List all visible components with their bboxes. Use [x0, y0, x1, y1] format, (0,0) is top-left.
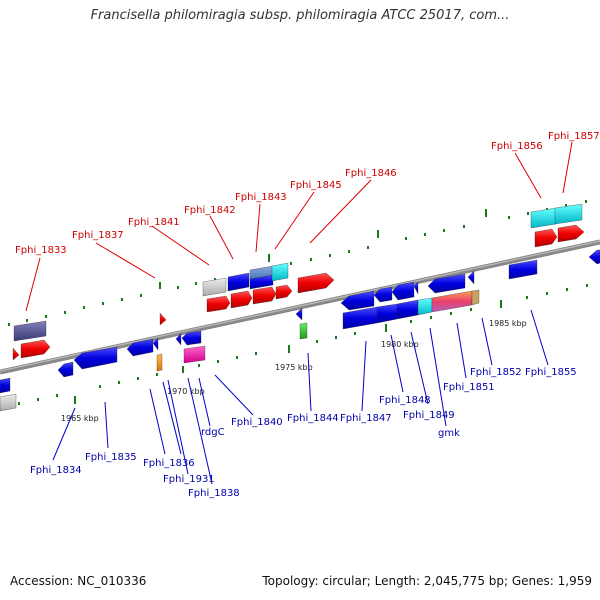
label-fphi-1844[interactable]: Fphi_1844 [287, 413, 339, 424]
gene-fphi-1849-top[interactable] [413, 281, 419, 295]
gene-rdgc-pink[interactable] [183, 345, 206, 364]
label-fphi-1855[interactable]: Fphi_1855 [525, 367, 577, 378]
label-fphi-1834[interactable]: Fphi_1834 [30, 465, 82, 476]
gene-fphi-1843-blue[interactable] [249, 274, 274, 290]
gene-fphi-1842[interactable] [230, 290, 253, 309]
label-fphi-1843[interactable]: Fphi_1843 [235, 192, 287, 203]
gene-fphi-1842-blue[interactable] [227, 272, 250, 292]
label-fphi-1840[interactable]: Fphi_1840 [231, 417, 283, 428]
genome-stats-text: Topology: circular; Length: 2,045,775 bp… [262, 574, 592, 588]
label-fphi-1852[interactable]: Fphi_1852 [470, 367, 522, 378]
gene-fphi-1836b[interactable] [152, 337, 159, 351]
gene-fphi-1833[interactable] [20, 339, 51, 359]
gene-rdgc[interactable] [181, 330, 202, 346]
gene-gmk[interactable] [417, 297, 433, 316]
genome-backbone-highlight [0, 240, 600, 372]
scale-label: 1965 kbp [61, 414, 99, 423]
gene-fphi-1857[interactable] [557, 224, 585, 243]
gene-fphi-1834[interactable] [57, 361, 74, 378]
label-fphi-1849[interactable]: Fphi_1849 [403, 410, 455, 421]
gene-fphi-1846[interactable] [297, 272, 335, 294]
gene-fphi-1849[interactable] [396, 299, 419, 320]
gene-fphi-1835[interactable] [73, 346, 118, 370]
gene-fphi-1845[interactable] [275, 284, 293, 300]
gene-fphi-1855[interactable] [508, 259, 538, 280]
scale-label: 1970 kbp [167, 387, 205, 396]
reverse-leader-lines [52, 309, 549, 485]
gene-fphi-1856-cyan[interactable] [530, 207, 557, 229]
scale-label: 1975 kbp [275, 363, 313, 372]
scale-label: 1980 kbp [381, 340, 419, 349]
label-fphi-1842[interactable]: Fphi_1842 [184, 205, 236, 216]
gene-fphi-1857-cyan[interactable] [554, 203, 583, 225]
gene-reverse-gray[interactable] [0, 393, 17, 412]
scale-label: 1985 kbp [489, 319, 527, 328]
label-fphi-1837[interactable]: Fphi_1837 [72, 230, 124, 241]
gene-fphi-1852-top[interactable] [467, 270, 475, 285]
gene-purple[interactable] [13, 320, 47, 342]
gene-fphi-1833-partial[interactable] [12, 347, 20, 361]
label-fphi-1845[interactable]: Fphi_1845 [290, 180, 342, 191]
gene-fphi-1837[interactable] [159, 312, 167, 326]
forward-strand-genes[interactable] [12, 203, 585, 361]
label-fphi-1841[interactable]: Fphi_1841 [128, 217, 180, 228]
reverse-strand-genes[interactable] [0, 249, 600, 412]
gene-fphi-1851[interactable] [431, 290, 473, 313]
label-fphi-1833[interactable]: Fphi_1833 [15, 245, 67, 256]
map-title: Francisella philomiragia subsp. philomir… [90, 8, 510, 23]
gene-fphi-1847-lower[interactable] [342, 306, 378, 330]
label-fphi-1851[interactable]: Fphi_1851 [443, 382, 495, 393]
gene-fphi-1845-cyan[interactable] [271, 262, 289, 282]
gene-fphi-1848-top[interactable] [373, 286, 393, 303]
forward-leader-lines [25, 141, 573, 312]
gene-fphi-1841[interactable] [206, 295, 231, 313]
label-fphi-1848[interactable]: Fphi_1848 [379, 395, 431, 406]
gene-fphi-1838[interactable] [175, 332, 182, 346]
gene-reverse-edge[interactable] [0, 377, 11, 394]
gene-fphi-1841-gray[interactable] [202, 277, 227, 297]
label-fphi-1931[interactable]: Fphi_1931 [163, 474, 215, 485]
gene-fphi-1844[interactable] [299, 322, 308, 340]
gene-fphi-1848[interactable] [391, 281, 415, 301]
accession-text: Accession: NC_010336 [10, 574, 147, 588]
label-fphi-1846[interactable]: Fphi_1846 [345, 168, 397, 179]
label-rdgc[interactable]: rdgC [201, 427, 225, 438]
gene-fphi-1855-edge[interactable] [588, 249, 600, 265]
gene-fphi-1852[interactable] [471, 289, 480, 306]
gene-fphi-1931[interactable] [156, 353, 163, 372]
gene-fphi-1843[interactable] [252, 286, 277, 305]
label-fphi-1856[interactable]: Fphi_1856 [491, 141, 543, 152]
label-fphi-1836[interactable]: Fphi_1836 [143, 458, 195, 469]
gene-fphi-1848-lower[interactable] [376, 303, 398, 324]
gene-fphi-1844-blue[interactable] [295, 307, 303, 321]
label-fphi-1838[interactable]: Fphi_1838 [188, 488, 240, 499]
gene-fphi-1856[interactable] [534, 228, 558, 248]
gene-fphi-1847[interactable] [340, 290, 375, 311]
label-fphi-1857[interactable]: Fphi_1857 [548, 131, 600, 142]
label-fphi-1835[interactable]: Fphi_1835 [85, 452, 137, 463]
label-fphi-1847[interactable]: Fphi_1847 [340, 413, 392, 424]
gene-fphi-1851-top[interactable] [427, 273, 466, 294]
gene-fphi-1836[interactable] [126, 338, 154, 357]
label-gmk[interactable]: gmk [438, 428, 460, 439]
lower-tick-row [18, 284, 588, 405]
